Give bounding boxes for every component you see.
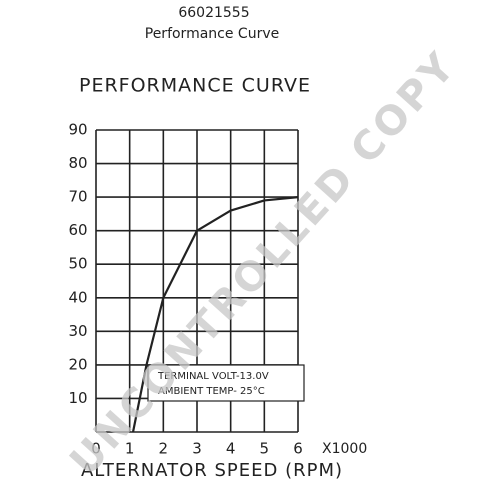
y-tick-label: 30 xyxy=(68,322,87,340)
annotation-box xyxy=(147,364,305,402)
x-tick-label: 0 xyxy=(91,440,101,458)
x-tick-label: 6 xyxy=(293,440,303,458)
subtitle: Performance Curve xyxy=(145,26,279,42)
x-tick-label: 4 xyxy=(226,440,236,458)
annotation: TERMINAL VOLT-13.0V xyxy=(157,371,269,382)
performance-curve xyxy=(131,196,299,433)
y-tick-label: 90 xyxy=(68,121,87,139)
y-tick-label: 20 xyxy=(68,355,87,373)
y-tick-label: 80 xyxy=(68,154,87,172)
annotation: AMBIENT TEMP- 25°C xyxy=(158,386,265,397)
x-unit: X1000 xyxy=(322,441,367,457)
x-tick-label: 2 xyxy=(159,440,169,458)
x-axis-title: ALTERNATOR SPEED (RPM) xyxy=(81,460,343,481)
y-tick-label: 60 xyxy=(68,221,87,239)
x-tick-label: 1 xyxy=(125,440,135,458)
x-tick-label: 3 xyxy=(192,440,202,458)
y-tick-label: 70 xyxy=(68,188,87,206)
y-tick-label: 50 xyxy=(68,255,87,273)
part-number: 66021555 xyxy=(178,5,249,21)
y-tick-label: 10 xyxy=(68,389,87,407)
y-tick-label: 40 xyxy=(68,288,87,306)
x-tick-label: 5 xyxy=(260,440,270,458)
chart-title: PERFORMANCE CURVE xyxy=(79,75,311,97)
